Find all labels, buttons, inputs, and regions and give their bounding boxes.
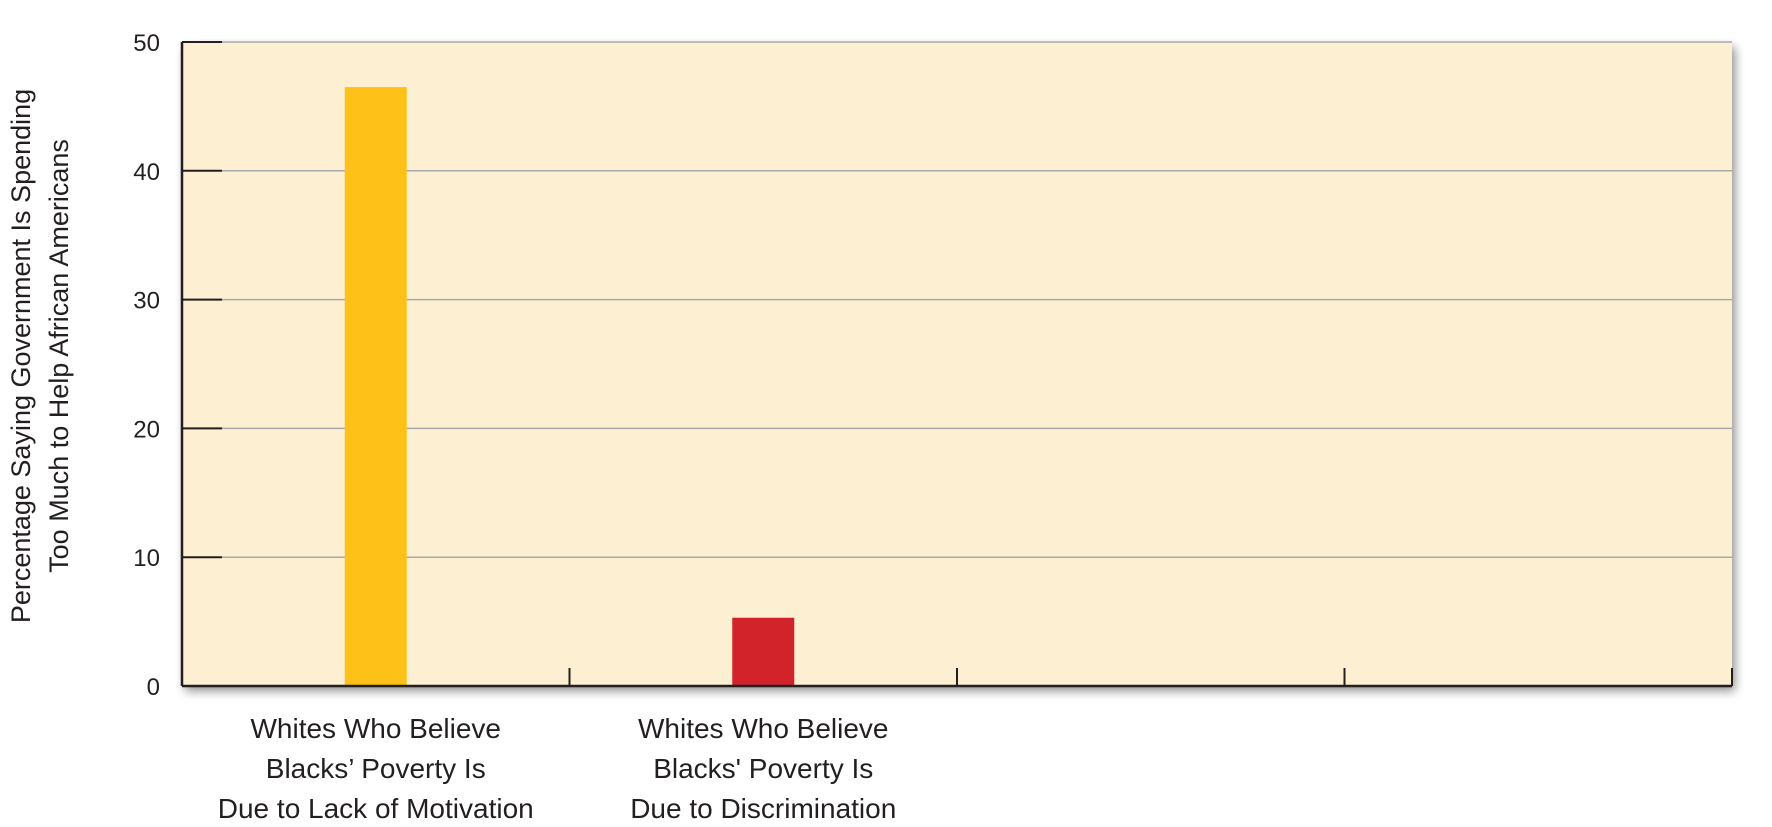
y-axis-title: Percentage Saying Government Is Spending…	[6, 89, 74, 623]
y-axis-title-line: Too Much to Help African Americans	[44, 139, 74, 573]
y-tick-label: 30	[133, 288, 160, 315]
x-category-label-line: Due to Lack of Motivation	[218, 793, 534, 824]
bar	[344, 87, 407, 686]
bar	[732, 617, 795, 686]
gridlines	[182, 41, 1732, 558]
x-category-label-line: Whites Who Believe	[638, 713, 889, 744]
y-tick-label: 50	[133, 30, 160, 57]
bars	[344, 87, 795, 686]
x-category-label-line: Blacks’ Poverty Is	[266, 753, 486, 784]
y-tick-label: 40	[133, 159, 160, 186]
x-category-label: Whites Who Believe Blacks’ Poverty Is Due …	[218, 713, 534, 824]
x-category-label-line: Due to Discrimination	[630, 793, 896, 824]
labels: 0 10 20 30 40 50 Whites Who Believe Blacks’ Pov…	[6, 30, 896, 824]
plot-area	[182, 42, 1732, 686]
y-tick-label: 0	[147, 674, 160, 701]
x-category-label-line: Blacks' Poverty Is	[653, 753, 873, 784]
axes	[180, 41, 1733, 688]
y-axis-title-line: Percentage Saying Government Is Spending	[6, 89, 36, 623]
y-tick-label: 10	[133, 545, 160, 572]
y-tick-label: 20	[133, 416, 160, 443]
x-category-label-line: Whites Who Believe	[250, 713, 501, 744]
x-category-label: Whites Who Believe Blacks' Poverty Is Due …	[630, 713, 896, 824]
